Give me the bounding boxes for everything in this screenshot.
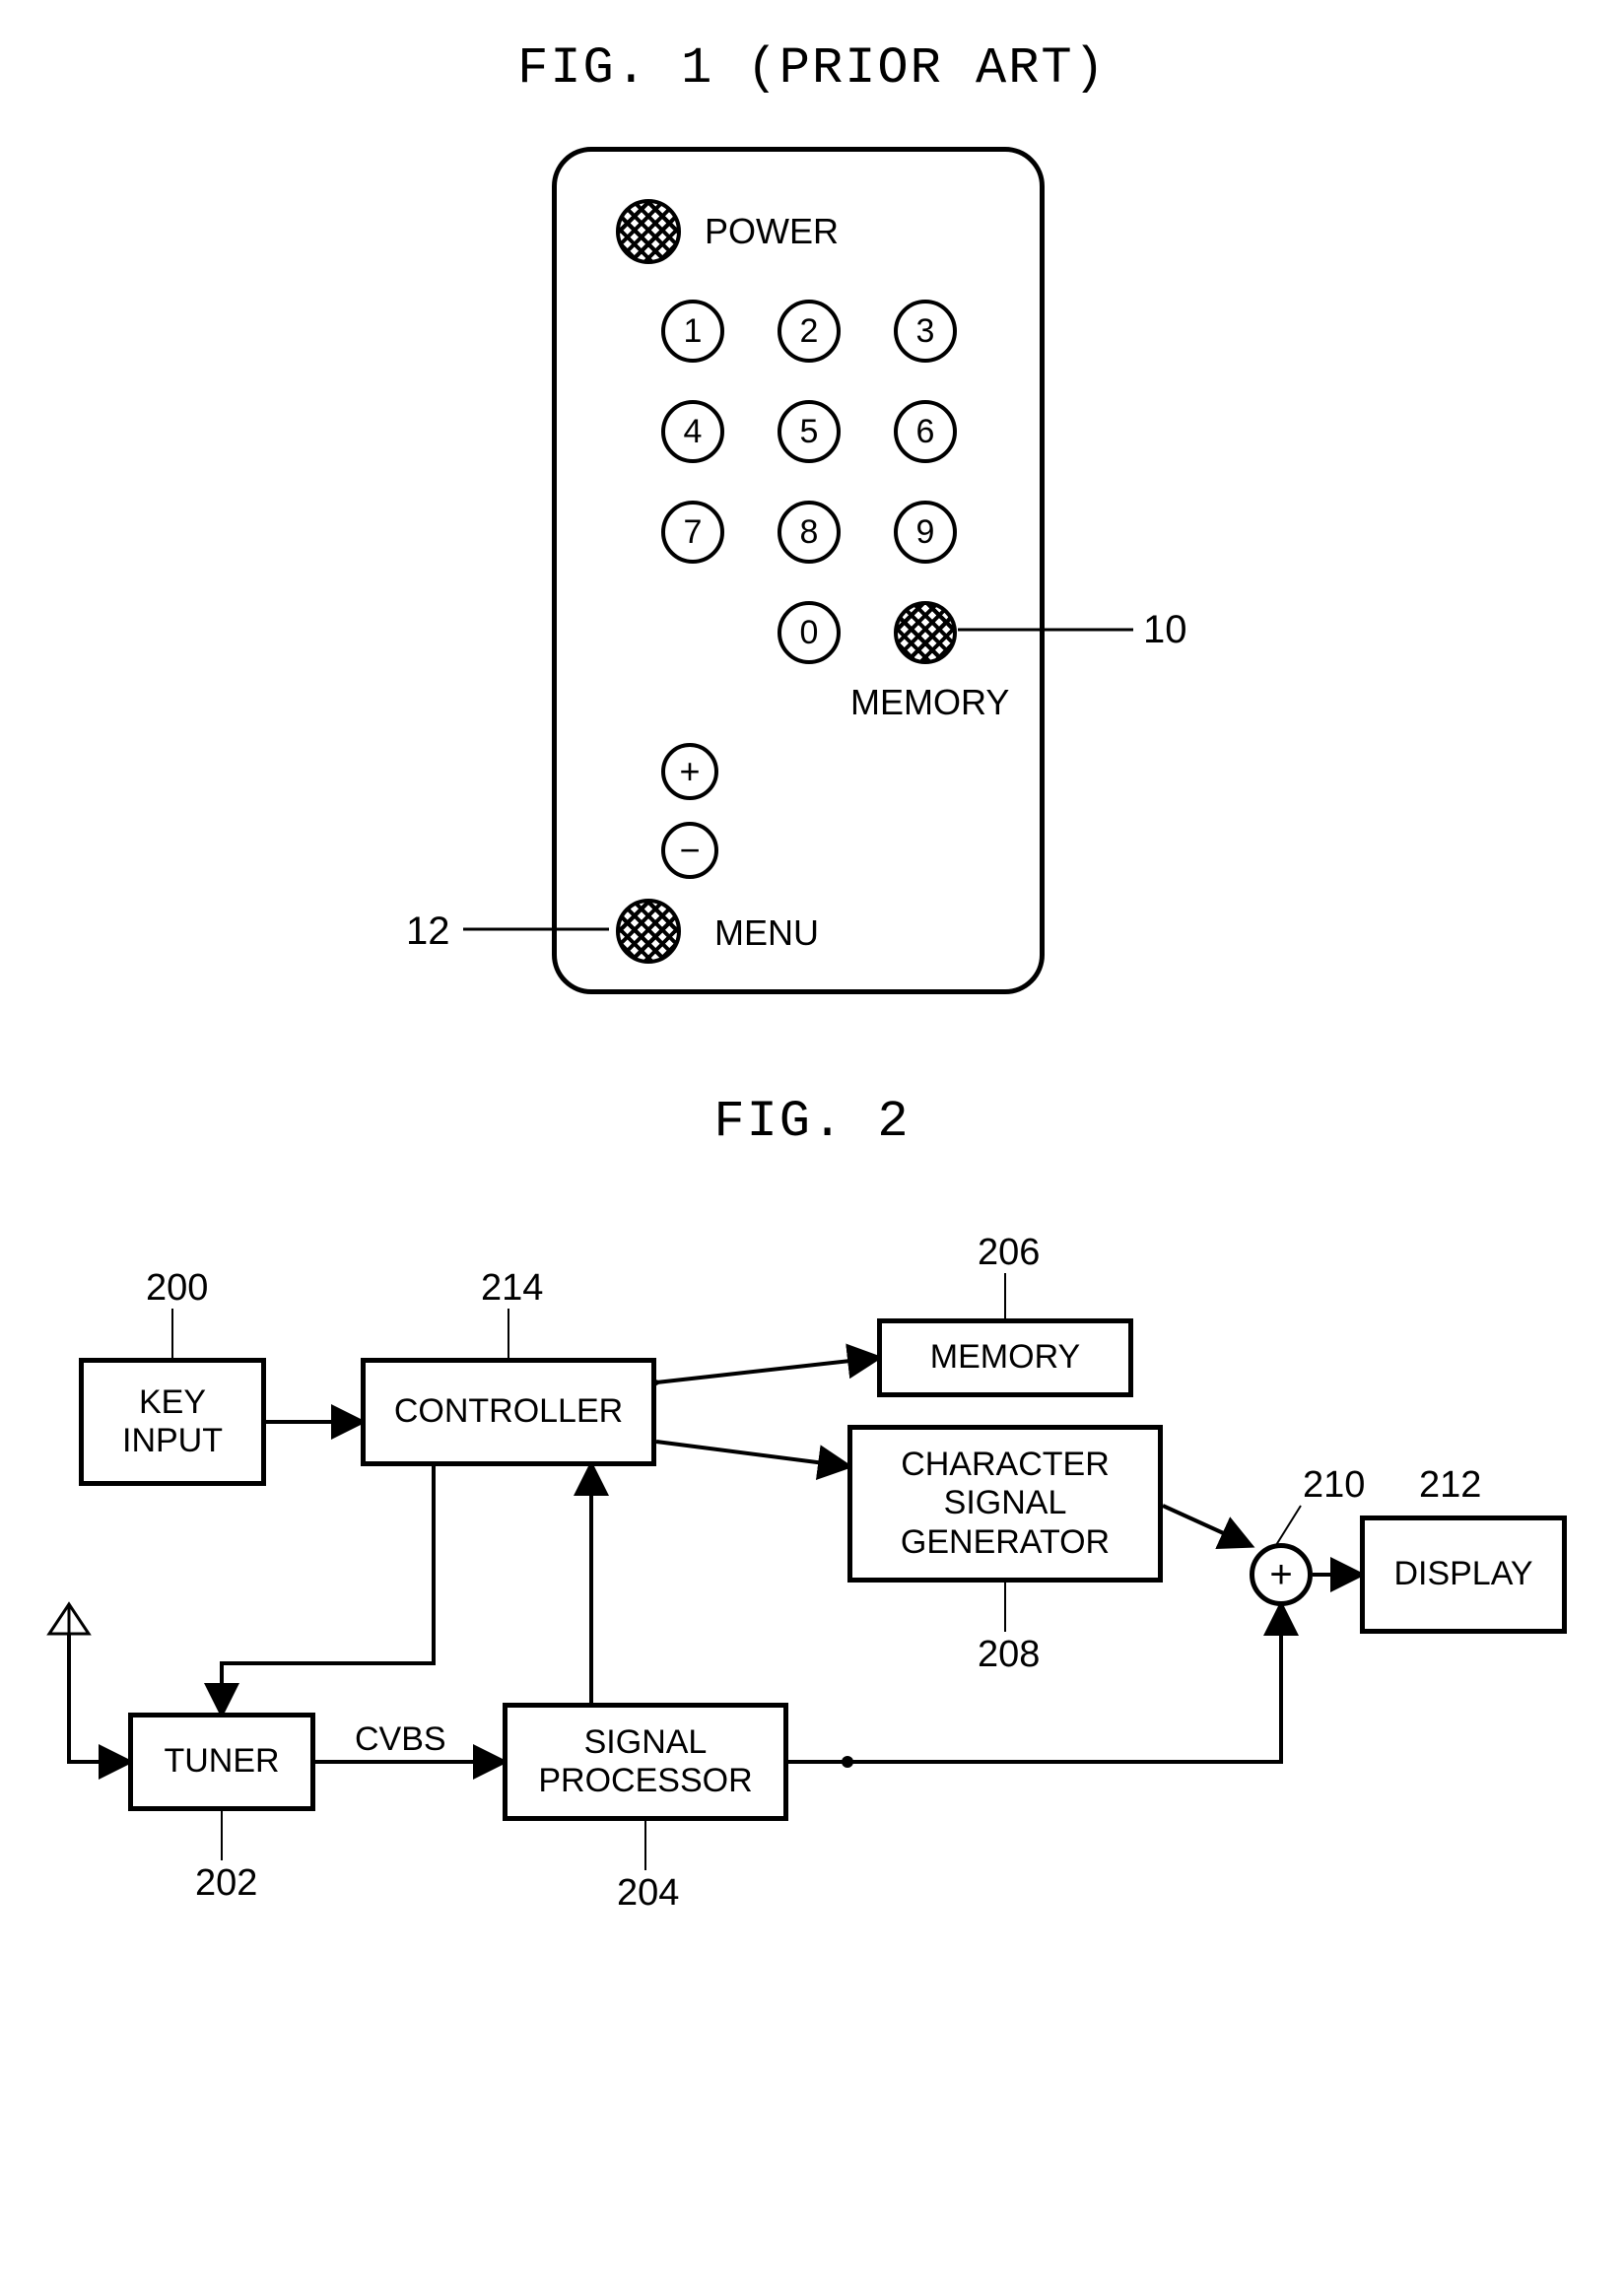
tuner-label: TUNER bbox=[164, 1742, 279, 1781]
ref-210: 210 bbox=[1303, 1464, 1365, 1507]
fig2-wires bbox=[39, 1210, 1585, 1920]
ref-208: 208 bbox=[978, 1634, 1040, 1676]
fig2-title: FIG. 2 bbox=[39, 1093, 1585, 1151]
signal-proc-box: SIGNAL PROCESSOR bbox=[503, 1703, 788, 1821]
char-gen-label: CHARACTER SIGNAL GENERATOR bbox=[901, 1446, 1110, 1561]
controller-box: CONTROLLER bbox=[361, 1358, 656, 1466]
char-gen-box: CHARACTER SIGNAL GENERATOR bbox=[847, 1425, 1163, 1583]
ref-200: 200 bbox=[146, 1267, 208, 1310]
key-input-box: KEY INPUT bbox=[79, 1358, 266, 1486]
ref-202: 202 bbox=[195, 1862, 257, 1905]
controller-label: CONTROLLER bbox=[394, 1392, 623, 1431]
callout-12: 12 bbox=[406, 909, 450, 954]
adder-plus-icon: + bbox=[1269, 1553, 1292, 1597]
fig1-container: POWER 1 2 3 4 5 6 7 8 9 0 MEMORY + − MEN… bbox=[39, 127, 1585, 1034]
ref-212: 212 bbox=[1419, 1464, 1481, 1507]
tuner-box: TUNER bbox=[128, 1713, 315, 1811]
callout-10: 10 bbox=[1143, 608, 1187, 652]
display-label: DISPLAY bbox=[1393, 1555, 1532, 1593]
ref-206: 206 bbox=[978, 1232, 1040, 1274]
key-input-label: KEY INPUT bbox=[122, 1383, 223, 1460]
ref-214: 214 bbox=[481, 1267, 543, 1310]
ref-204: 204 bbox=[617, 1872, 679, 1915]
signal-proc-label: SIGNAL PROCESSOR bbox=[538, 1723, 752, 1800]
memory-box-label: MEMORY bbox=[930, 1338, 1080, 1377]
cvbs-label: CVBS bbox=[355, 1720, 446, 1759]
adder-circle: + bbox=[1250, 1543, 1313, 1606]
memory-box: MEMORY bbox=[877, 1318, 1133, 1397]
fig2-container: KEY INPUT CONTROLLER MEMORY CHARACTER SI… bbox=[39, 1210, 1585, 1920]
display-box: DISPLAY bbox=[1360, 1515, 1567, 1634]
fig1-title: FIG. 1 (PRIOR ART) bbox=[39, 39, 1585, 98]
fig1-callout-lines bbox=[39, 127, 1585, 1034]
